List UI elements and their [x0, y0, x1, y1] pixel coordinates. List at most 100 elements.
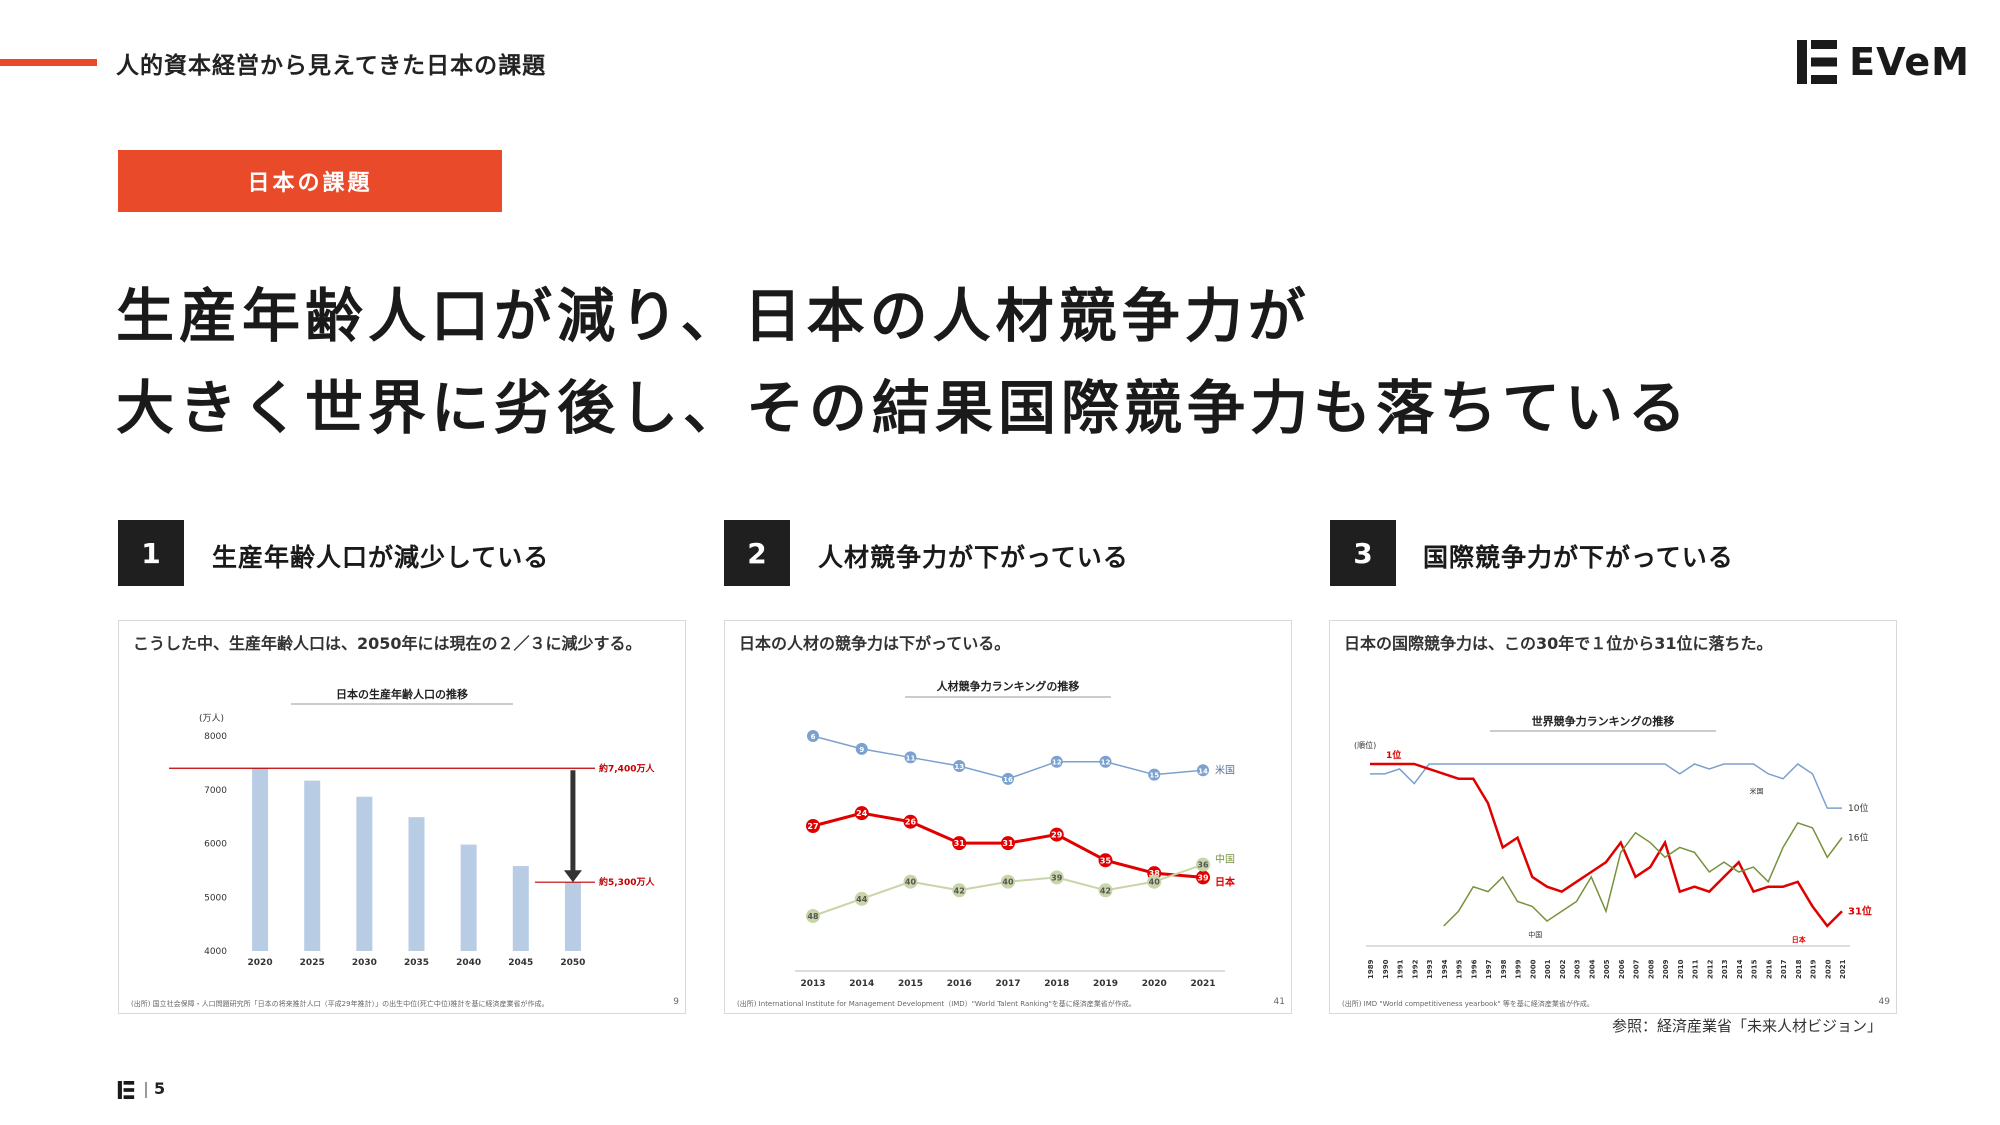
- chart-2-point-label: 26: [905, 818, 917, 827]
- chart-2-series-line: [812, 735, 1204, 780]
- chart-2-point-label: 15: [1149, 772, 1159, 780]
- chart-1-xtick: 2025: [300, 958, 325, 968]
- chart-1-bar: [356, 796, 373, 951]
- chart-2-point-label: 40: [1149, 878, 1161, 887]
- chart-3-xtick: 2019: [1810, 959, 1818, 979]
- chart-1-bar: [408, 817, 425, 951]
- chart-2-point: [1196, 870, 1210, 885]
- chart-2-point: [854, 806, 869, 821]
- chart-1-xtick: 2035: [404, 958, 429, 968]
- chart-2-legend-label: 米国: [1215, 763, 1235, 776]
- chart-1-low-label: 約5,300万人: [599, 876, 655, 888]
- chart-2-point-label: 12: [1052, 759, 1062, 767]
- chart-3-china-label: 中国: [1528, 930, 1542, 939]
- chart-3-xtick: 1994: [1441, 959, 1449, 979]
- topic-tag: 日本の課題: [118, 150, 502, 212]
- footer-logo-icon: [117, 1081, 135, 1099]
- point-number-3: 3: [1330, 520, 1396, 586]
- chart-2-series-line: [812, 863, 1204, 917]
- chart-1-ylabel: (万人): [199, 713, 224, 724]
- chart-2-point-label: 39: [1051, 873, 1063, 882]
- chart-2-point-label: 48: [807, 912, 819, 921]
- chart-1-xtick: 2040: [456, 958, 481, 968]
- chart-3-xtick: 1990: [1382, 959, 1390, 979]
- chart-2-point: [1098, 883, 1113, 898]
- chart-2-point: [952, 883, 967, 898]
- footer-separator: [145, 1082, 147, 1098]
- chart-3-japan-end-label: 31位: [1848, 904, 1872, 917]
- chart-1-xtick: 2050: [560, 958, 585, 968]
- chart-3-series-line: [1443, 822, 1843, 927]
- chart-3-xtick: 2015: [1751, 959, 1759, 979]
- chart-3-xtick: 2013: [1721, 959, 1729, 979]
- chart-2-point-label: 35: [1100, 856, 1112, 865]
- chart-1-title: 日本の生産年齢人口の推移: [336, 687, 468, 701]
- chart-2-point: [1196, 857, 1210, 872]
- point-label-3: 国際競争力が下がっている: [1423, 543, 1734, 572]
- chart-2-legend-label: 日本: [1215, 875, 1236, 888]
- chart-3-xtick: 2004: [1588, 959, 1596, 979]
- chart-3-xtick: 2017: [1780, 959, 1788, 979]
- chart-2-point: [1098, 853, 1113, 868]
- chart-1-ytick: 8000: [204, 732, 227, 742]
- chart-3-xtick: 2000: [1529, 959, 1537, 979]
- chart-2-point: [1099, 755, 1112, 768]
- footer-page-number: 5: [154, 1079, 166, 1098]
- chart-2-point-label: 40: [1002, 878, 1014, 887]
- chart-2-title: 人材競争力ランキングの推移: [937, 679, 1080, 693]
- chart-2-point-label: 40: [905, 878, 917, 887]
- chart-3-xtick: 1995: [1456, 959, 1464, 979]
- chart-1-xtick: 2020: [248, 958, 273, 968]
- chart-3-xtick: 2011: [1692, 959, 1700, 979]
- chart-3-xtick: 2020: [1824, 959, 1832, 979]
- chart-3-xtick: 1992: [1411, 959, 1419, 979]
- reference-note: 参照：経済産業省「未来人材ビジョン」: [1611, 1017, 1882, 1035]
- chart-3-xtick: 2006: [1618, 959, 1626, 979]
- talent-ranking-panel: 日本の人材の競争力は下がっている。 人材競争力ランキングの推移 6 9 11 13 16…: [724, 620, 1292, 1014]
- chart-2-point: [1147, 874, 1162, 889]
- chart-3-xtick: 2014: [1736, 959, 1744, 979]
- chart-2-point-label: 42: [954, 886, 965, 895]
- chart-3-xtick: 2003: [1574, 959, 1582, 979]
- chart-1-bar: [252, 768, 269, 951]
- chart-1-xtick: 2045: [508, 958, 533, 968]
- panel-3-page: 49: [1878, 997, 1890, 1007]
- point-number-1: 1: [118, 520, 184, 586]
- chart-3-japan-label: 日本: [1792, 935, 1806, 944]
- header-accent-bar: [0, 59, 97, 66]
- chart-2-point: [1002, 772, 1014, 785]
- chart-2-point-label: 42: [1100, 886, 1111, 895]
- chart-3-xtick: 1998: [1500, 959, 1508, 979]
- chart-1-high-label: 約7,400万人: [599, 762, 655, 774]
- chart-1-ytick: 4000: [204, 947, 227, 957]
- chart-2-xtick: 2020: [1142, 979, 1167, 989]
- chart-2-point-label: 44: [856, 895, 868, 904]
- chart-3-series-line: [1370, 763, 1842, 809]
- chart-2-xtick: 2014: [849, 979, 874, 989]
- chart-2-xtick: 2021: [1190, 979, 1215, 989]
- chart-2-point: [1148, 768, 1161, 781]
- headline-line-2: 大きく世界に劣後し、その結果国際競争力も落ちている: [116, 374, 1692, 442]
- chart-1-arrow-head: [563, 870, 582, 883]
- panel-1-page: 9: [673, 997, 679, 1007]
- talent-ranking-chart: 人材競争力ランキングの推移 6 9 11 13 16 12 12 15 14 27 24 26 31 31…: [795, 679, 1236, 989]
- chart-2-point-label: 11: [906, 754, 916, 762]
- chart-2-point-label: 31: [954, 839, 966, 848]
- chart-1-bar: [512, 866, 529, 951]
- chart-1-ytick: 6000: [204, 840, 227, 850]
- chart-3-xtick: 1993: [1426, 959, 1434, 979]
- chart-2-point-label: 24: [856, 809, 868, 818]
- chart-3-xtick: 1991: [1397, 959, 1405, 979]
- world-competitiveness-panel: 日本の国際競争力は、この30年で１位から31位に落ちた。 世界競争力ランキングの…: [1329, 620, 1897, 1014]
- point-label-2: 人材競争力が下がっている: [818, 543, 1129, 572]
- chart-3-xtick: 2009: [1662, 959, 1670, 979]
- chart-2-point: [1049, 870, 1064, 885]
- chart-2-point: [806, 819, 820, 833]
- chart-2-point: [1050, 755, 1063, 768]
- chart-3-xtick: 1997: [1485, 959, 1493, 979]
- chart-1-bar: [564, 882, 581, 951]
- chart-3-china-end-label: 16位: [1848, 832, 1868, 844]
- chart-1-bar: [460, 844, 477, 951]
- population-bar-chart: 日本の生産年齢人口の推移 (万人) 4000 5000 6000 7000 8000 2…: [169, 687, 655, 968]
- chart-2-point-label: 13: [954, 763, 964, 771]
